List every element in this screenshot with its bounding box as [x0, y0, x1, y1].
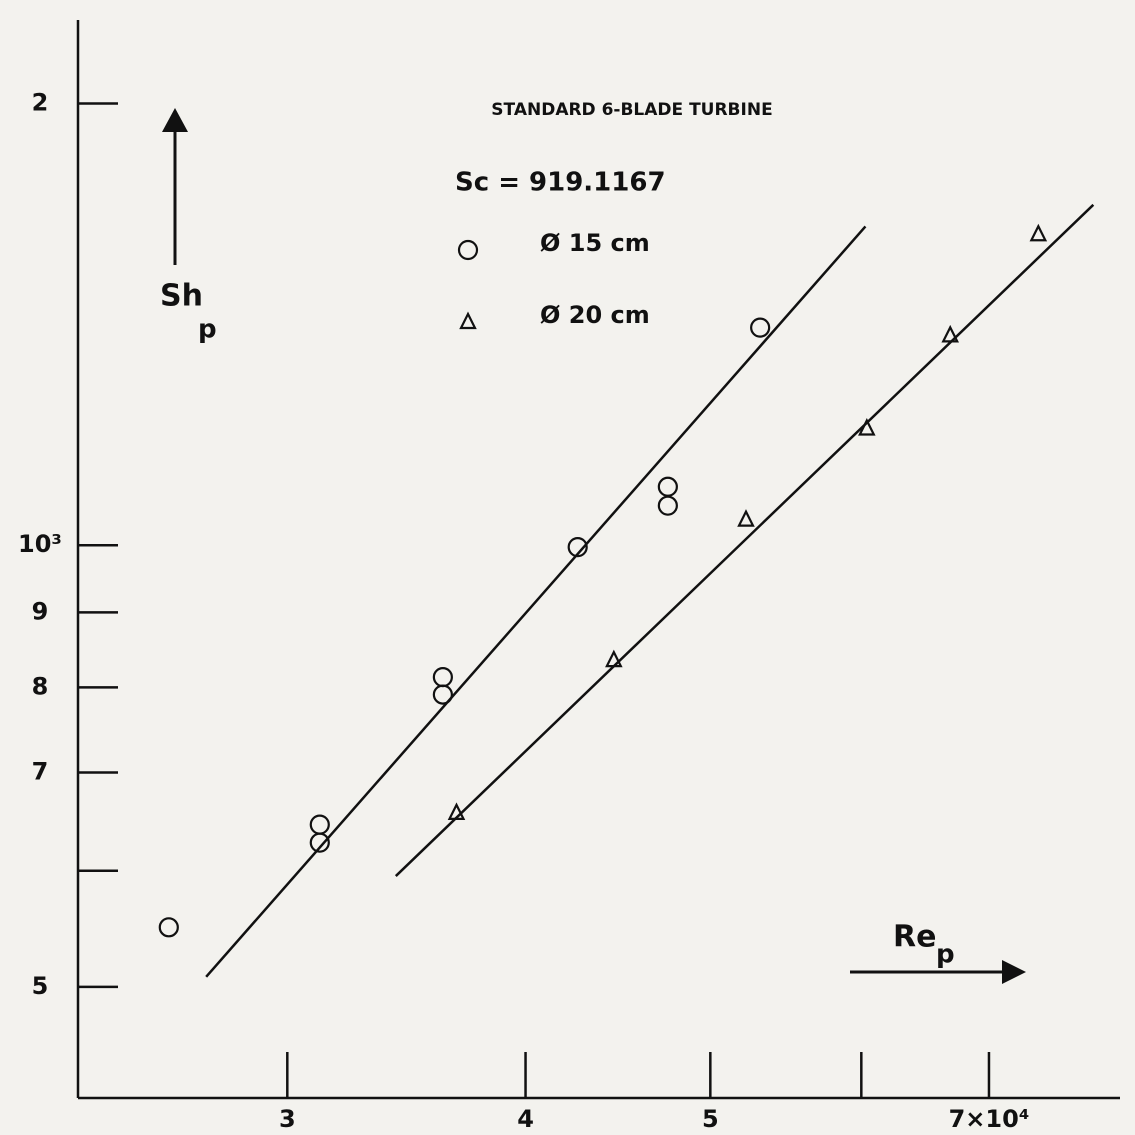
x-tick-label: 3 — [279, 1105, 296, 1133]
legend-label: Ø 15 cm — [540, 229, 650, 257]
y-label-sub: p — [198, 315, 217, 345]
point — [160, 918, 178, 936]
arrow-head — [162, 108, 188, 132]
fit-line — [206, 226, 865, 976]
point — [739, 512, 753, 526]
legend-symbol — [459, 241, 477, 259]
y-tick-label: 5 — [32, 972, 49, 1000]
legend-symbol — [461, 314, 475, 328]
chart: STANDARD 6-BLADE TURBINE Sc = 919.1167 S… — [0, 0, 1135, 1135]
point — [607, 652, 621, 666]
point — [434, 668, 452, 686]
y-tick-label: 8 — [32, 672, 49, 700]
point — [434, 686, 452, 704]
legend-label: Ø 20 cm — [540, 301, 650, 329]
x-tick-label: 7×10⁴ — [949, 1105, 1030, 1133]
x-tick-label: 4 — [517, 1105, 534, 1133]
y-tick-label: 10³ — [18, 530, 62, 558]
y-tick-label: 2 — [32, 88, 49, 116]
x-tick-label: 5 — [702, 1105, 719, 1133]
y-tick-label: 7 — [32, 757, 49, 785]
x-axis-label: Re p — [850, 920, 1026, 985]
subtitle: Sc = 919.1167 — [455, 168, 666, 198]
fit-line — [396, 205, 1094, 876]
arrow-head — [1002, 960, 1026, 984]
point — [659, 497, 677, 515]
y-label: Sh — [160, 279, 203, 314]
y-tick-label: 9 — [32, 597, 49, 625]
x-label: Re — [893, 920, 936, 955]
point — [943, 327, 957, 341]
chart-title: STANDARD 6-BLADE TURBINE — [491, 100, 772, 120]
point — [1031, 226, 1045, 240]
point — [659, 478, 677, 496]
point — [311, 816, 329, 834]
point — [751, 319, 769, 337]
y-axis-label: Sh p — [160, 108, 217, 345]
x-label-sub: p — [936, 940, 955, 970]
